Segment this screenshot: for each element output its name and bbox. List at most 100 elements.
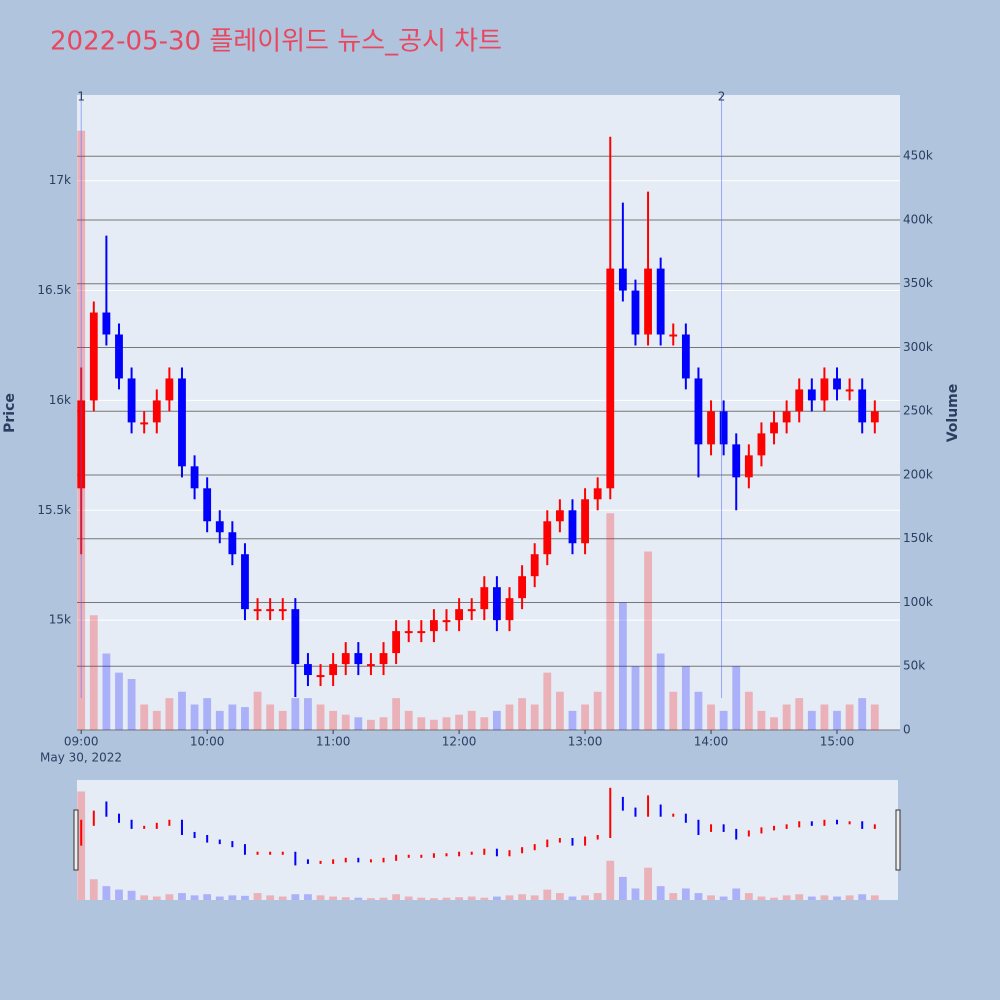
slider-volume-bar (618, 876, 627, 900)
volume-bar (115, 672, 123, 730)
y2-tick-label: 250k (903, 404, 933, 418)
candle-body (228, 532, 237, 555)
slider-volume-bar (858, 894, 867, 900)
x-tick-label: 11:00 (316, 735, 351, 749)
slider-volume-bar (833, 896, 841, 900)
candle-body (165, 378, 174, 401)
candle-body (291, 609, 300, 665)
y-tick-label: 15.5k (37, 503, 71, 517)
slider-volume-bar (316, 895, 325, 900)
slider-volume-bar (442, 897, 451, 900)
volume-bar (140, 704, 149, 730)
volume-bar (870, 704, 879, 730)
volume-bar (203, 698, 212, 730)
y2-tick-label: 50k (903, 659, 925, 673)
volume-bar (719, 710, 728, 730)
candle-body (480, 587, 489, 610)
volume-bar (492, 710, 501, 730)
volume-bar (782, 704, 791, 730)
candle-body (820, 378, 829, 401)
slider-volume-bar (165, 894, 174, 900)
candle-body (757, 433, 766, 456)
slider-handle[interactable] (895, 809, 901, 871)
volume-bar (593, 691, 602, 730)
candle-body (732, 444, 741, 478)
volume-bar (329, 710, 338, 730)
volume-bar (707, 704, 715, 730)
candle-body (694, 378, 703, 445)
slider-volume-bar (203, 894, 212, 900)
slider-handle[interactable] (73, 809, 79, 871)
candle-body (316, 675, 325, 678)
volume-bar (228, 704, 237, 730)
slider-volume-bar (543, 889, 552, 900)
chart-title: 2022-05-30 플레이위드 뉴스_공시 차트 (50, 27, 502, 57)
candle-body (102, 312, 111, 335)
slider-volume-bar (719, 896, 728, 900)
volume-bar (392, 698, 401, 730)
volume-bar (165, 698, 174, 730)
candle-body (430, 620, 438, 632)
y2-tick-label: 150k (903, 531, 933, 545)
y-tick-label: 16k (49, 393, 71, 407)
slider-volume-bar (467, 896, 476, 900)
slider-volume-bar (190, 895, 199, 900)
candle-body (455, 609, 464, 621)
x-tick-label: 13:00 (568, 735, 603, 749)
candle-body (442, 620, 451, 623)
slider-volume-bar (770, 897, 778, 900)
candle-body (367, 664, 375, 667)
range-slider[interactable] (77, 780, 898, 900)
plot-area (77, 95, 900, 730)
volume-bar (291, 698, 300, 730)
candle-body (807, 389, 816, 401)
y-tick-label: 15k (49, 613, 71, 627)
slider-volume-bar (480, 897, 489, 900)
slider-volume-bar (807, 896, 816, 900)
volume-bar (568, 710, 577, 730)
x-tick-label: 12:00 (442, 735, 477, 749)
slider-volume-bar (417, 897, 426, 900)
volume-bar (215, 710, 224, 730)
candle-body (631, 290, 640, 335)
y2-tick-label: 400k (903, 212, 933, 226)
candle-body (644, 268, 652, 335)
candle-body (203, 488, 212, 522)
slider-volume-bar (644, 867, 652, 900)
candle-body (379, 653, 388, 665)
volume-bar (858, 698, 867, 730)
candle-body (518, 576, 526, 599)
slider-volume-bar (241, 895, 249, 900)
slider-volume-bar (404, 896, 413, 900)
volume-bar (845, 704, 854, 730)
event-label: 2 (718, 90, 726, 104)
candle-body (845, 389, 854, 392)
slider-volume-bar (89, 879, 98, 900)
volume-bar (89, 615, 98, 730)
volume-bar (379, 717, 388, 730)
slider-volume-bar (102, 886, 111, 900)
candle-body (782, 411, 791, 423)
volume-bar (694, 691, 703, 730)
candle-body (304, 664, 312, 676)
volume-bar (820, 704, 829, 730)
volume-bar (442, 717, 451, 730)
slider-volume-bar (530, 895, 539, 900)
candle-body (417, 631, 426, 634)
x-tick-label: 09:00 (64, 735, 99, 749)
volume-bar (467, 710, 476, 730)
slider-volume-bar (581, 895, 589, 900)
candle-body (190, 466, 199, 489)
y-tick-label: 16.5k (37, 283, 71, 297)
candle-body (530, 554, 539, 577)
volume-bar (102, 653, 111, 730)
volume-bar (656, 653, 665, 730)
volume-bar (341, 714, 350, 730)
slider-volume-bar (870, 895, 879, 900)
slider-volume-bar (492, 896, 501, 900)
y2-tick-label: 450k (903, 149, 933, 163)
candle-body (744, 455, 753, 478)
volume-bar (795, 698, 804, 730)
candle-body (467, 609, 476, 612)
